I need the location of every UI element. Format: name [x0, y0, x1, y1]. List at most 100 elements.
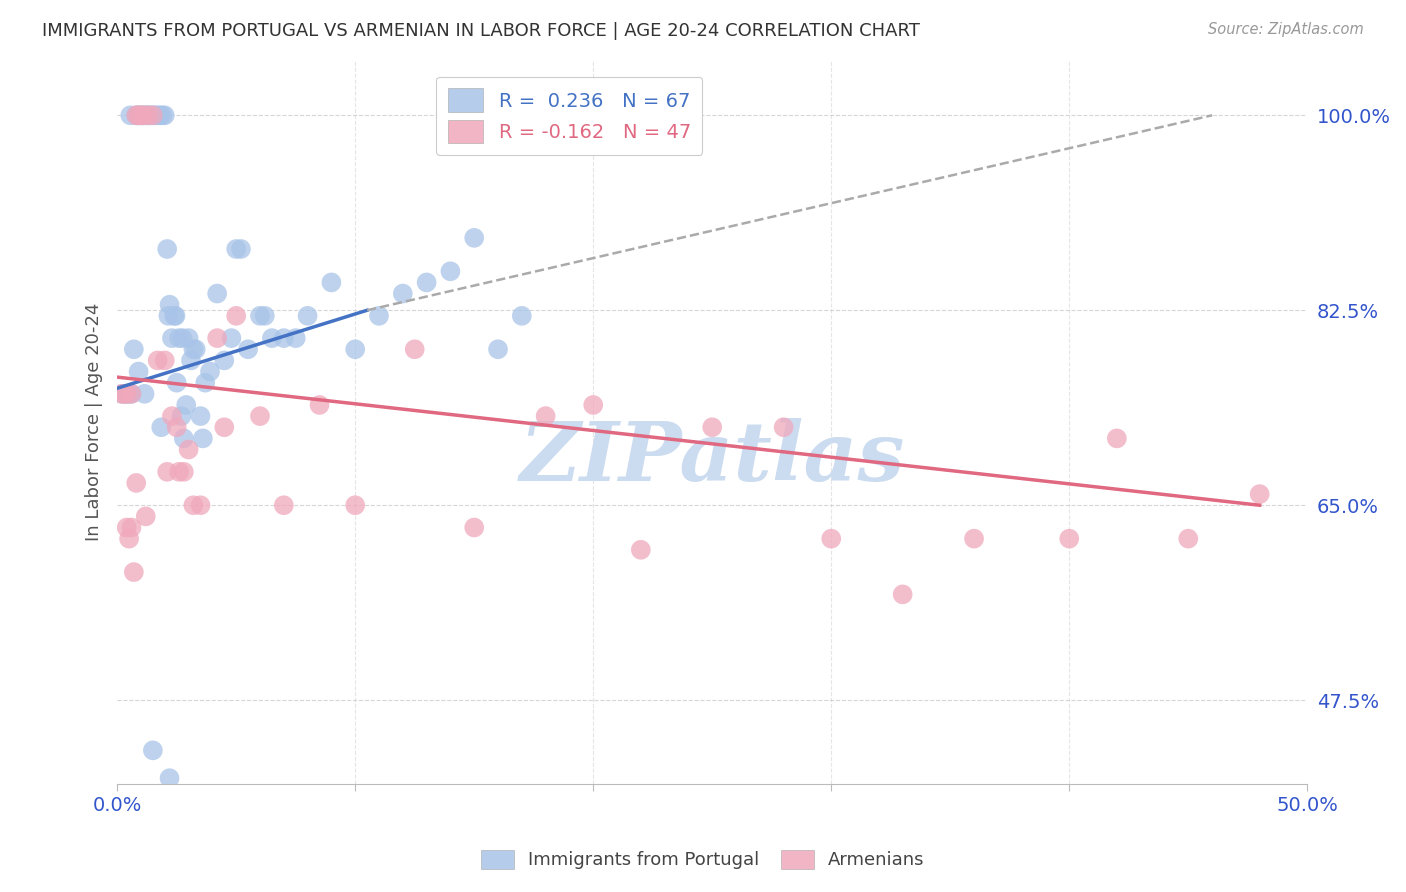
Point: [253, 309, 276, 323]
Point: [118, 532, 141, 546]
Point: [153, 108, 176, 122]
Point: [772, 420, 794, 434]
Point: [198, 365, 221, 379]
Y-axis label: In Labor Force | Age 20-24: In Labor Force | Age 20-24: [86, 302, 103, 541]
Point: [142, 108, 165, 122]
Point: [172, 331, 194, 345]
Point: [122, 343, 145, 357]
Point: [122, 565, 145, 579]
Point: [368, 309, 391, 323]
Point: [129, 108, 152, 122]
Point: [963, 532, 986, 546]
Point: [112, 387, 135, 401]
Point: [160, 409, 183, 423]
Point: [174, 398, 197, 412]
Point: [115, 387, 138, 401]
Point: [121, 387, 143, 401]
Point: [136, 108, 159, 122]
Point: [111, 387, 134, 401]
Point: [510, 309, 533, 323]
Point: [582, 398, 605, 412]
Point: [111, 387, 134, 401]
Point: [1177, 532, 1199, 546]
Text: ZIPatlas: ZIPatlas: [519, 417, 905, 498]
Point: [404, 343, 426, 357]
Point: [183, 343, 205, 357]
Point: [135, 108, 157, 122]
Point: [139, 108, 162, 122]
Point: [166, 420, 188, 434]
Text: Source: ZipAtlas.com: Source: ZipAtlas.com: [1208, 22, 1364, 37]
Point: [191, 431, 214, 445]
Point: [225, 242, 247, 256]
Point: [183, 498, 205, 512]
Point: [132, 108, 155, 122]
Point: [439, 264, 461, 278]
Point: [177, 442, 200, 457]
Point: [160, 331, 183, 345]
Point: [112, 387, 135, 401]
Point: [344, 343, 367, 357]
Point: [167, 331, 190, 345]
Text: IMMIGRANTS FROM PORTUGAL VS ARMENIAN IN LABOR FORCE | AGE 20-24 CORRELATION CHAR: IMMIGRANTS FROM PORTUGAL VS ARMENIAN IN …: [42, 22, 920, 40]
Point: [415, 276, 437, 290]
Point: [149, 108, 172, 122]
Point: [190, 498, 212, 512]
Point: [125, 108, 148, 122]
Legend: R =  0.236   N = 67, R = -0.162   N = 47: R = 0.236 N = 67, R = -0.162 N = 47: [436, 77, 703, 155]
Point: [630, 542, 652, 557]
Point: [153, 353, 176, 368]
Point: [128, 365, 150, 379]
Point: [205, 286, 228, 301]
Point: [163, 309, 186, 323]
Point: [1105, 431, 1128, 445]
Point: [249, 309, 271, 323]
Point: [132, 108, 155, 122]
Point: [143, 108, 166, 122]
Point: [1249, 487, 1271, 501]
Point: [121, 520, 143, 534]
Point: [214, 353, 236, 368]
Point: [118, 387, 141, 401]
Point: [177, 331, 200, 345]
Point: [229, 242, 252, 256]
Point: [121, 387, 143, 401]
Point: [131, 108, 153, 122]
Point: [136, 108, 159, 122]
Point: [486, 343, 509, 357]
Point: [321, 276, 343, 290]
Point: [173, 465, 195, 479]
Point: [225, 309, 247, 323]
Point: [120, 108, 142, 122]
Point: [156, 242, 179, 256]
Point: [273, 331, 295, 345]
Point: [214, 420, 236, 434]
Point: [173, 431, 195, 445]
Point: [205, 331, 228, 345]
Point: [170, 409, 193, 423]
Point: [125, 108, 148, 122]
Point: [167, 465, 190, 479]
Point: [115, 387, 138, 401]
Point: [166, 376, 188, 390]
Point: [142, 743, 165, 757]
Point: [463, 231, 485, 245]
Point: [184, 343, 207, 357]
Point: [344, 498, 367, 512]
Point: [891, 587, 914, 601]
Point: [180, 353, 202, 368]
Point: [150, 420, 173, 434]
Point: [260, 331, 283, 345]
Point: [146, 353, 169, 368]
Point: [128, 108, 150, 122]
Point: [297, 309, 319, 323]
Point: [702, 420, 724, 434]
Point: [127, 108, 149, 122]
Point: [190, 409, 212, 423]
Point: [249, 409, 271, 423]
Point: [156, 465, 179, 479]
Point: [152, 108, 174, 122]
Point: [391, 286, 413, 301]
Point: [159, 298, 181, 312]
Point: [1057, 532, 1080, 546]
